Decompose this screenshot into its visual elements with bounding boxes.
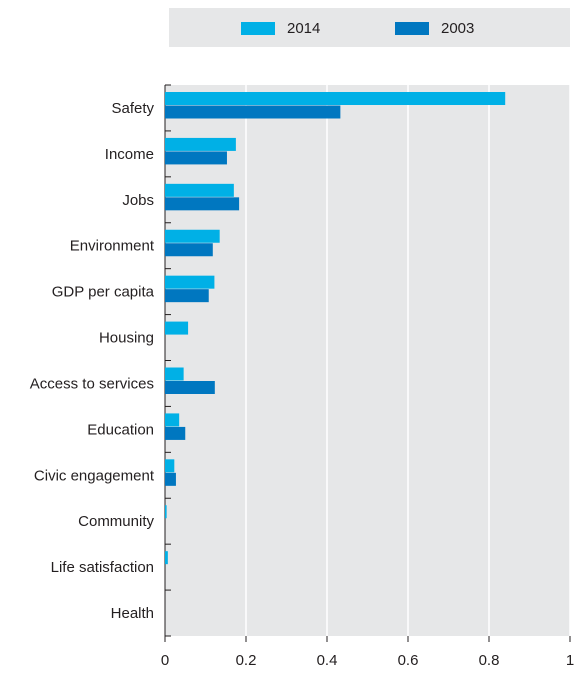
bar-2003-safety: [165, 105, 341, 119]
legend-swatch-2014: [241, 22, 275, 35]
bar-2014-housing: [165, 321, 189, 335]
bar-2003-jobs: [165, 197, 240, 211]
bar-2014-jobs: [165, 183, 234, 197]
legend: 2014 2003: [169, 8, 570, 47]
bar-2014-civic-engagement: [165, 459, 175, 473]
x-tick-label: 0.4: [317, 652, 338, 669]
x-tick-label: 0.8: [479, 652, 500, 669]
bar-2003-civic-engagement: [165, 472, 176, 486]
category-label: Civic engagement: [34, 467, 155, 484]
legend-item-2014: 2014: [241, 20, 320, 37]
bar-2014-education: [165, 413, 180, 427]
legend-label-2014: 2014: [287, 20, 321, 37]
category-label: Safety: [111, 100, 154, 117]
category-label: Housing: [99, 330, 154, 347]
legend-label-2003: 2003: [441, 20, 475, 37]
bar-2014-income: [165, 137, 236, 151]
bar-2014-access-to-services: [165, 367, 184, 381]
bar-2014-gdp-per-capita: [165, 275, 215, 289]
category-label: Access to services: [30, 375, 154, 392]
bar-2014-safety: [165, 92, 506, 105]
category-label: GDP per capita: [52, 284, 155, 301]
category-label: Community: [78, 513, 154, 530]
legend-swatch-2003: [395, 22, 429, 35]
x-tick-label: 0: [161, 652, 169, 669]
category-label: Life satisfaction: [51, 559, 154, 576]
plot-area: [165, 85, 570, 636]
legend-item-2003: 2003: [395, 20, 474, 37]
x-tick-label: 1: [566, 652, 574, 669]
bar-2003-gdp-per-capita: [165, 289, 209, 303]
bar-2003-access-to-services: [165, 381, 215, 394]
bar-2003-education: [165, 426, 186, 440]
x-tick-label: 0.6: [398, 652, 419, 669]
category-label: Environment: [70, 238, 155, 255]
category-label: Education: [87, 421, 154, 438]
bar-2014-community: [165, 505, 167, 519]
bar-2003-income: [165, 151, 227, 165]
x-tick-label: 0.2: [236, 652, 257, 669]
bar-2014-life-satisfaction: [165, 551, 168, 565]
category-label: Income: [105, 146, 154, 163]
bar-2003-environment: [165, 243, 213, 257]
category-label: Jobs: [122, 192, 154, 209]
bar-2014-environment: [165, 229, 220, 243]
category-label: Health: [111, 605, 154, 622]
